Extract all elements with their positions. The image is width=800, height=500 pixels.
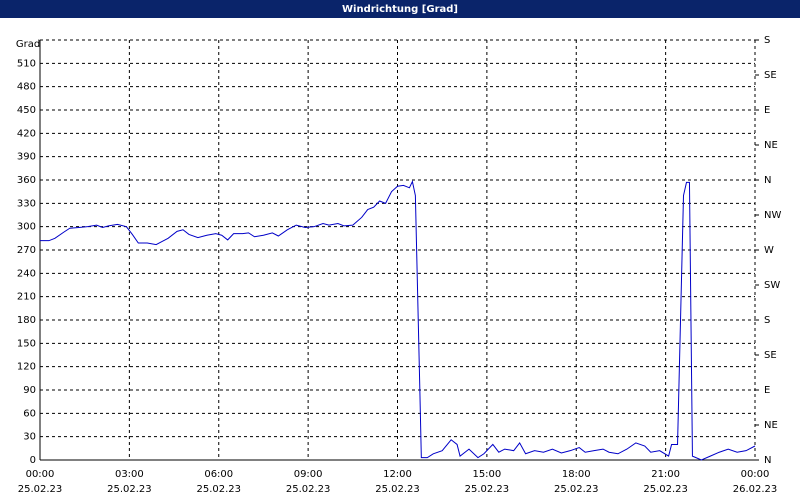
y-tick-label: 30 [23,432,36,443]
y2-tick-label: N [764,455,771,466]
y2-tick-label: SE [764,350,777,361]
x-tick-date: 25.02.23 [286,484,331,495]
x-tick-label: 00:00 [741,469,770,480]
x-tick-date: 25.02.23 [643,484,688,495]
y-tick-label: 360 [17,175,36,186]
x-tick-label: 21:00 [651,469,680,480]
x-tick-label: 15:00 [472,469,501,480]
y2-tick-label: NE [764,140,778,151]
y-tick-label: 330 [17,198,36,209]
y-tick-label: 90 [23,385,36,396]
x-tick-date: 25.02.23 [465,484,510,495]
y2-tick-label: N [764,175,771,186]
y2-tick-label: S [764,35,770,46]
y-tick-label: 390 [17,152,36,163]
y2-tick-label: S [764,315,770,326]
y-tick-label: 180 [17,315,36,326]
y-tick-label: 0 [30,455,36,466]
x-tick-date: 26.02.23 [733,484,778,495]
x-tick-date: 25.02.23 [196,484,241,495]
x-tick-label: 09:00 [294,469,323,480]
y-axis-label: Grad [16,39,40,50]
y-tick-label: 210 [17,292,36,303]
y2-tick-label: NE [764,420,778,431]
y2-tick-label: NW [764,210,781,221]
y-tick-label: 150 [17,338,36,349]
title-bar [0,0,800,18]
y-tick-label: 300 [17,222,36,233]
x-tick-date: 25.02.23 [18,484,63,495]
y-tick-label: 270 [17,245,36,256]
x-tick-label: 12:00 [383,469,412,480]
y2-tick-label: SE [764,70,777,81]
y-tick-label: 450 [17,105,36,116]
y-tick-label: 510 [17,58,36,69]
x-tick-date: 25.02.23 [554,484,599,495]
x-tick-label: 00:00 [26,469,55,480]
x-tick-date: 25.02.23 [107,484,152,495]
x-tick-label: 18:00 [562,469,591,480]
x-tick-label: 06:00 [204,469,233,480]
y2-tick-label: E [764,385,770,396]
y-tick-label: 420 [17,128,36,139]
y-tick-label: 480 [17,82,36,93]
y-tick-label: 120 [17,362,36,373]
y-tick-label: 60 [23,408,36,419]
data-line [40,180,756,461]
chart-title: Windrichtung [Grad] [342,4,458,15]
y2-tick-label: E [764,105,770,116]
x-tick-label: 03:00 [115,469,144,480]
y2-tick-label: W [764,245,774,256]
y-tick-label: 240 [17,268,36,279]
x-tick-date: 25.02.23 [375,484,420,495]
y2-tick-label: SW [764,280,780,291]
